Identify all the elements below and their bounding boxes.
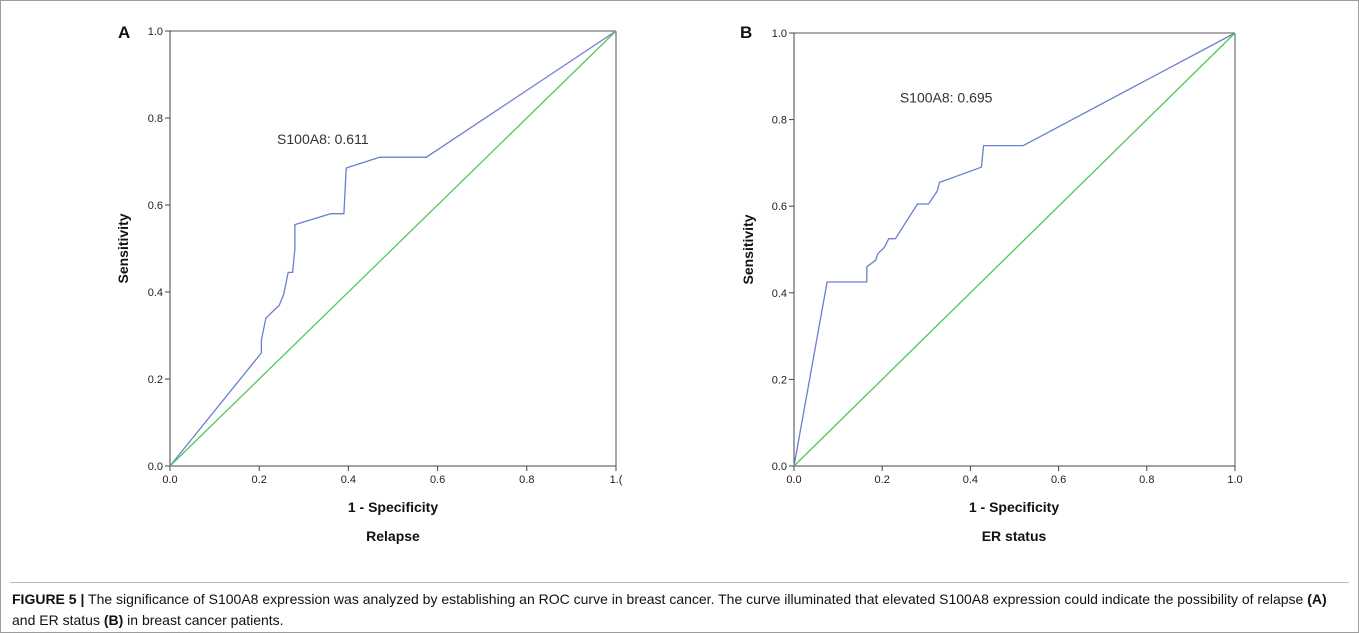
y-tick-label: 0.0 [148,461,163,473]
caption-label: FIGURE 5 | [12,591,85,607]
caption-ref-b: (B) [103,612,124,628]
x-tick-label: 0.8 [1139,474,1154,486]
caption-text-3: in breast cancer patients. [123,612,284,628]
caption-text-2: and ER status [12,612,104,628]
caption-ref-a: (A) [1307,591,1327,607]
x-axis-title: 1 - Specificity [348,499,438,515]
x-tick-label: 0.4 [341,474,356,486]
y-tick-label: 0.6 [772,201,787,213]
y-tick-label: 0.4 [772,288,787,300]
x-tick-label: 0.6 [1051,474,1066,486]
y-tick-label: 0.8 [772,115,787,127]
reference-diagonal-line [793,32,1236,467]
auc-annotation: S100A8: 0.611 [277,131,369,147]
x-tick-label: 0.6 [430,474,445,486]
panel-a: 0.0 0.2 0.4 0.6 0.8 1.( 0.0 0.2 0.4 0.6 0.8 1.0 S100… [115,23,623,544]
y-tick-label: 0.2 [772,374,787,386]
y-axis-title: Sensitivity [115,213,131,283]
panel-subtitle: ER status [982,528,1047,544]
roc-curve-line [793,32,1236,467]
x-tick-label: 0.0 [162,474,177,486]
y-tick-label: 0.6 [148,200,163,212]
y-axis-title: Sensitivity [740,214,756,284]
y-tick-label: 0.0 [772,461,787,473]
x-axis-title: 1 - Specificity [969,499,1059,515]
panel-letter: A [118,23,130,42]
panel-letter: B [740,23,752,42]
panel-subtitle: Relapse [366,528,420,544]
x-tick-label: 0.8 [519,474,534,486]
panel-b: 0.0 0.2 0.4 0.6 0.8 1.0 0.0 0.2 0.4 0.6 0.8 1.0 S100… [740,23,1243,544]
x-tick-label: 0.0 [786,474,801,486]
reference-diagonal-line [169,30,617,467]
figure-caption: FIGURE 5 | The significance of S100A8 ex… [12,589,1347,631]
x-tick-label: 0.4 [963,474,978,486]
y-tick-label: 0.2 [148,374,163,386]
y-tick-label: 1.0 [148,26,163,38]
x-tick-label: 0.2 [875,474,890,486]
y-tick-label: 1.0 [772,28,787,40]
caption-text-1: The significance of S100A8 expression wa… [84,591,1308,607]
x-tick-label: 1.( [610,474,623,486]
y-tick-label: 0.8 [148,113,163,125]
x-tick-label: 1.0 [1227,474,1242,486]
x-tick-label: 0.2 [252,474,267,486]
roc-figure: 0.0 0.2 0.4 0.6 0.8 1.( 0.0 0.2 0.4 0.6 0.8 1.0 S100… [115,23,1243,544]
caption-divider [10,582,1349,583]
auc-annotation: S100A8: 0.695 [900,89,993,105]
y-tick-label: 0.4 [148,287,163,299]
roc-curve-line [169,30,617,467]
